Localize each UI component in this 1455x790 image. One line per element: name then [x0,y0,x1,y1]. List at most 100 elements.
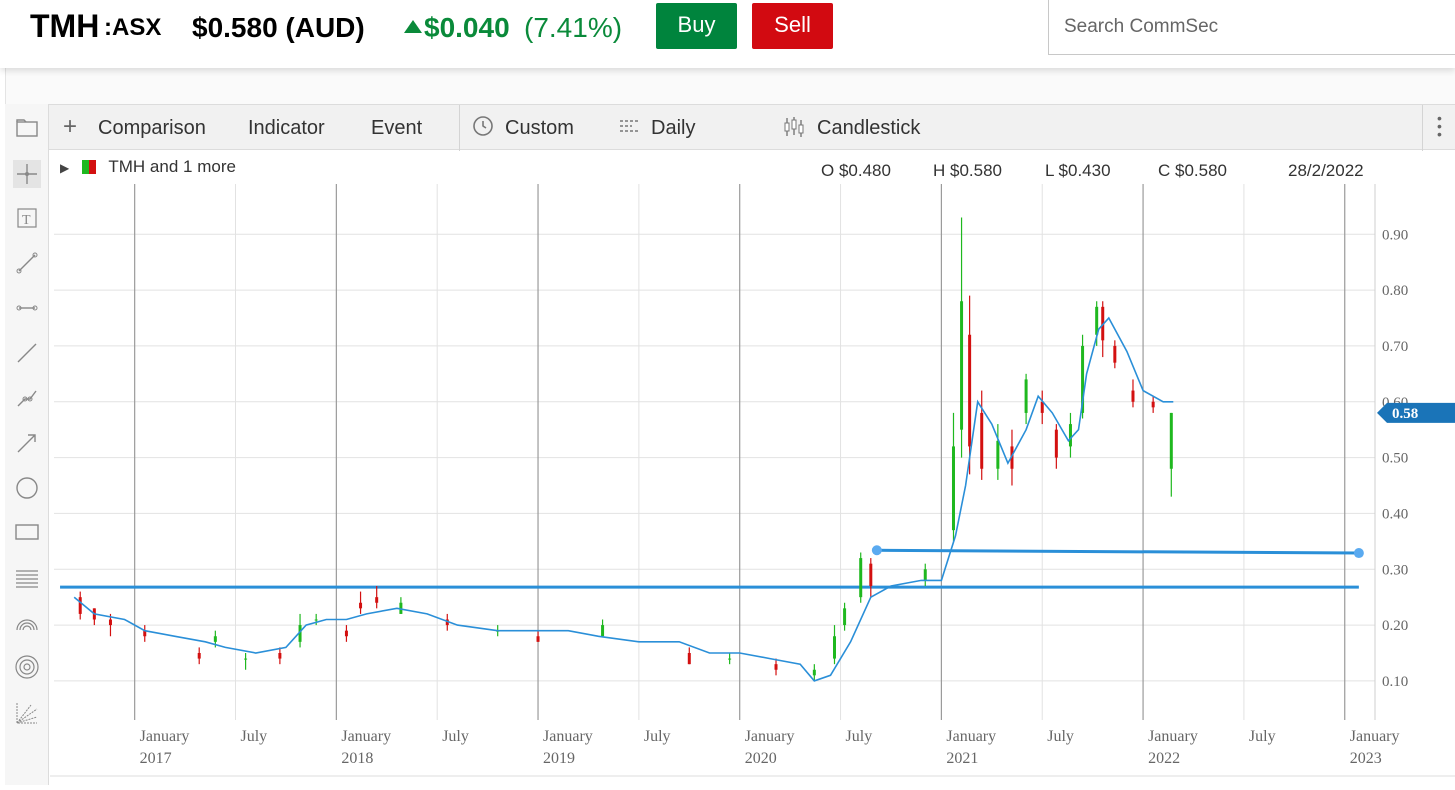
event-button[interactable]: Event [371,117,423,139]
candle-up [843,608,847,626]
more-options-icon[interactable]: • • • [1437,110,1442,142]
x-tick-label: January [745,728,795,745]
candle-up [812,669,816,676]
candle-down [375,597,379,603]
candle-up [1068,424,1072,447]
candle-down [143,630,147,637]
trend-line [876,548,1359,555]
text-tool-icon[interactable]: T [13,204,41,232]
custom-range-button[interactable]: Custom [505,117,574,139]
x-tick-year: 2020 [745,750,777,767]
candle-down [869,563,873,586]
trend-line-icon[interactable] [13,249,41,277]
x-tick-label: January [1148,728,1198,745]
y-tick-label: 0.40 [1382,506,1408,522]
x-tick-label: January [1350,728,1400,745]
series-color-swatch [81,160,89,174]
comparison-button[interactable]: Comparison [98,117,206,139]
price-chart[interactable]: 0.10 0.20 0.30 0.40 0.50 0.60 0.70 0.80 0.90 Janu… [50,150,1455,785]
chart-toolbar: + Comparison Indicator Event Custom Dail… [5,104,1455,151]
x-tick-year: 2023 [1350,750,1382,767]
x-tick-label: January [543,728,593,745]
svg-text:T: T [22,213,31,228]
arrow-tool-icon[interactable] [13,429,41,457]
buy-button[interactable]: Buy [656,3,737,49]
fibonacci-retracement-icon[interactable] [13,563,41,591]
gann-fan-icon[interactable] [13,699,41,727]
ohlc-date: 28/2/2022 [1288,161,1364,180]
search-input[interactable] [1049,0,1455,54]
exchange-code: :ASX [104,14,162,41]
x-tick-year: 2022 [1148,750,1180,767]
interval-icon [618,115,640,143]
series-legend[interactable]: ▶ TMH and 1 more [60,157,236,177]
candle-down [344,630,348,637]
expand-caret-icon[interactable]: ▶ [60,161,70,175]
horizontal-segment-icon[interactable] [13,294,41,322]
candle-down [1131,390,1135,402]
x-tick-label: July [1249,728,1276,745]
candle-up [298,625,302,642]
drawing-tools-panel: T [5,104,49,785]
x-tick-label: July [442,728,469,745]
ray-icon[interactable] [13,339,41,367]
candle-down [445,619,449,626]
trend-line-handle [1353,548,1364,559]
crosshair-icon[interactable] [13,160,41,188]
ohlc-open: O $0.480 [821,161,891,180]
y-tick-label: 0.70 [1382,339,1408,355]
candle-down [1113,345,1117,363]
x-tick-label: July [1047,728,1074,745]
candlestick-icon [782,115,806,145]
series-color-swatch-down [88,160,96,174]
candle-up [1081,345,1085,413]
candle-down [1151,401,1155,408]
candle-up [728,658,732,660]
ohlc-close: C $0.580 [1158,161,1227,180]
trend-line-handle [871,545,882,556]
candle-down [1040,401,1044,413]
ticker-symbol: TMH [30,8,100,44]
x-tick-label: January [341,728,391,745]
candle-up [244,658,248,660]
candle-down [1054,429,1058,458]
x-tick-year: 2017 [140,750,172,767]
candle-down [108,619,112,626]
fibonacci-circle-icon[interactable] [13,653,41,681]
folder-icon[interactable] [13,114,41,142]
candle-up [1095,306,1099,335]
ohlc-low: L $0.430 [1045,161,1111,180]
page-divider [5,68,1455,104]
y-tick-label: 0.10 [1382,674,1408,690]
candle-up [1024,379,1028,413]
interval-button[interactable]: Daily [651,117,696,139]
toolbar-divider [459,105,460,151]
moving-average-line [73,316,1174,682]
price-change-percent: (7.41%) [524,12,623,43]
x-tick-label: July [644,728,671,745]
ohlc-high: H $0.580 [933,161,1002,180]
chart-type-button[interactable]: Candlestick [817,117,921,139]
candle-up [314,619,318,621]
circle-tool-icon[interactable] [13,474,41,502]
quote-header: TMH :ASX $0.580 (AUD) $0.040 (7.41%) Buy… [0,0,1455,68]
fibonacci-arc-icon[interactable] [13,608,41,636]
x-tick-year: 2019 [543,750,575,767]
sell-button[interactable]: Sell [752,3,833,49]
candle-up [951,446,955,531]
candle-down [278,653,282,659]
y-tick-label: 0.90 [1382,227,1408,243]
indicator-button[interactable]: Indicator [248,117,325,139]
rectangle-tool-icon[interactable] [13,518,41,546]
candle-up [859,558,863,598]
search-box[interactable] [1048,0,1455,55]
candle-up [923,569,927,581]
channel-icon[interactable] [13,384,41,412]
candle-down [1010,446,1014,469]
price-chart-svg[interactable]: 0.100.200.300.400.500.600.700.800.90Janu… [50,150,1455,785]
candle-down [774,664,778,670]
candle-down [78,597,82,614]
x-tick-label: January [140,728,190,745]
candle-down [536,636,540,642]
candle-down [968,334,972,447]
